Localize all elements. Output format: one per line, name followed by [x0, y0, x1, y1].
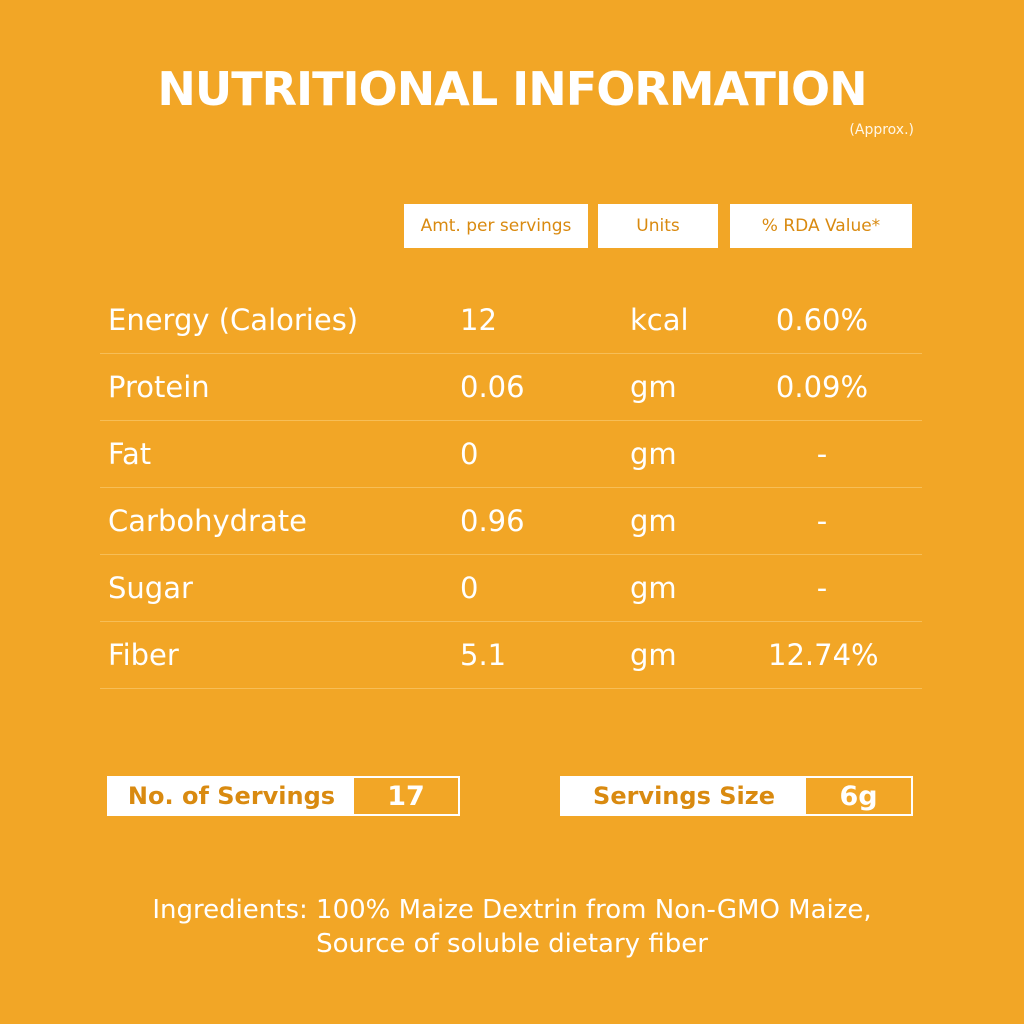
nutrient-unit: gm: [630, 370, 677, 404]
nutrient-unit: kcal: [630, 303, 689, 337]
nutrient-name: Fat: [108, 437, 152, 471]
nutrient-rda: -: [816, 437, 828, 471]
nutrient-unit: gm: [630, 638, 677, 672]
nutrient-row-protein: Protein 0.06 gm 0.09%: [100, 354, 922, 421]
nutrient-rda: 12.74%: [768, 638, 879, 672]
nutrient-unit: gm: [630, 504, 677, 538]
header-amount-per-serving: Amt. per servings: [404, 204, 588, 248]
nutrient-amount: 0: [460, 437, 479, 471]
nutrient-rda: 0.09%: [775, 370, 869, 404]
nutrient-name: Carbohydrate: [108, 504, 307, 538]
page-title: NUTRITIONAL INFORMATION: [157, 62, 867, 116]
ingredients-line-2: Source of soluble dietary fiber: [316, 929, 708, 959]
nutrient-row-fiber: Fiber 5.1 gm 12.74%: [100, 622, 922, 689]
header-units: Units: [598, 204, 718, 248]
nutrient-rda: -: [816, 504, 828, 538]
nutrient-amount: 12: [460, 303, 497, 337]
serving-size-value: 6g: [839, 780, 878, 812]
serving-size-box: Servings Size 6g: [560, 776, 913, 816]
nutrient-row-sugar: Sugar 0 gm -: [100, 555, 922, 622]
header-rda-value: % RDA Value*: [730, 204, 912, 248]
nutrient-row-fat: Fat 0 gm -: [100, 421, 922, 488]
servings-count-label: No. of Servings: [109, 778, 354, 814]
nutrient-amount: 0: [460, 571, 479, 605]
nutrient-row-carbohydrate: Carbohydrate 0.96 gm -: [100, 488, 922, 555]
nutrient-row-energy: Energy (Calories) 12 kcal 0.60%: [100, 287, 922, 354]
nutrient-name: Protein: [108, 370, 210, 404]
nutrient-unit: gm: [630, 571, 677, 605]
nutrient-amount: 0.06: [460, 370, 525, 404]
nutrient-amount: 0.96: [460, 504, 525, 538]
nutrient-amount: 5.1: [460, 638, 507, 672]
ingredients-text: Ingredients: 100% Maize Dextrin from Non…: [0, 893, 1024, 961]
approx-note: (Approx.): [849, 122, 914, 138]
nutrient-rda: -: [816, 571, 828, 605]
servings-count-value: 17: [387, 780, 425, 812]
ingredients-line-1: Ingredients: 100% Maize Dextrin from Non…: [152, 895, 872, 925]
nutrient-rda: 0.60%: [775, 303, 869, 337]
nutrient-unit: gm: [630, 437, 677, 471]
servings-count-box: No. of Servings 17: [107, 776, 460, 816]
serving-size-label: Servings Size: [562, 778, 806, 814]
nutrient-name: Energy (Calories): [108, 303, 359, 337]
nutrient-name: Fiber: [108, 638, 179, 672]
nutrient-name: Sugar: [108, 571, 193, 605]
